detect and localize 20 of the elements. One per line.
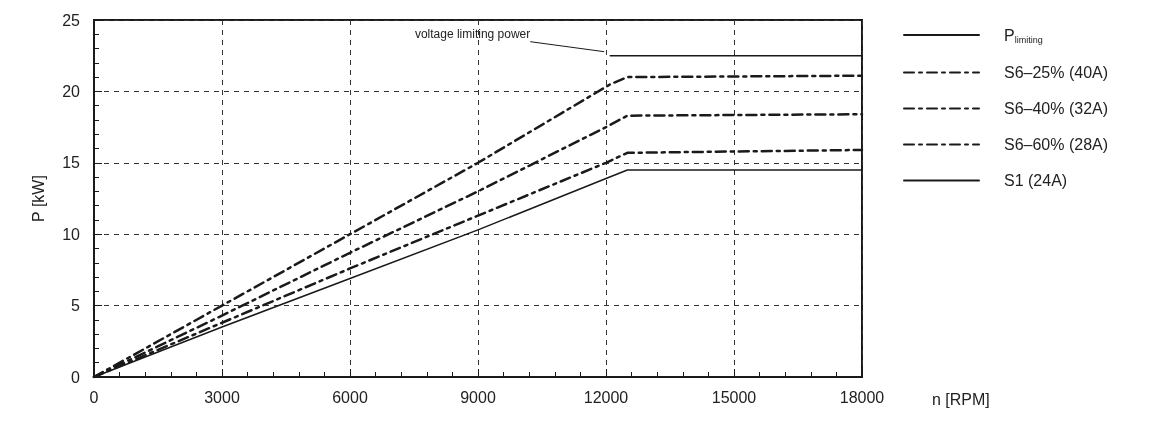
y-tick-label: 25 [62, 11, 81, 29]
y-tick-label: 5 [71, 297, 81, 315]
x-tick-label: 12000 [583, 388, 629, 406]
y-axis-title: P [kW] [29, 175, 47, 222]
x-axis-title: n [RPM] [932, 390, 990, 408]
legend-label: S6–25% (40A) [1004, 64, 1109, 81]
legend-label: S1 (24A) [1004, 172, 1068, 189]
y-tick-label: 20 [62, 82, 81, 100]
y-tick-label: 0 [71, 368, 81, 386]
annotation: voltage limiting power [414, 26, 531, 41]
legend-label: S6–40% (32A) [1004, 100, 1109, 117]
y-tick-label: 15 [62, 154, 81, 172]
x-tick-label: 3000 [204, 388, 240, 406]
x-tick-label: 15000 [711, 388, 757, 406]
x-tick-label: 9000 [460, 388, 496, 406]
x-tick-label: 6000 [332, 388, 368, 406]
y-tick-label: 10 [62, 225, 81, 243]
legend-label: S6–60% (28A) [1004, 136, 1109, 153]
x-tick-label: 0 [89, 388, 99, 406]
x-tick-label: 18000 [839, 388, 885, 406]
